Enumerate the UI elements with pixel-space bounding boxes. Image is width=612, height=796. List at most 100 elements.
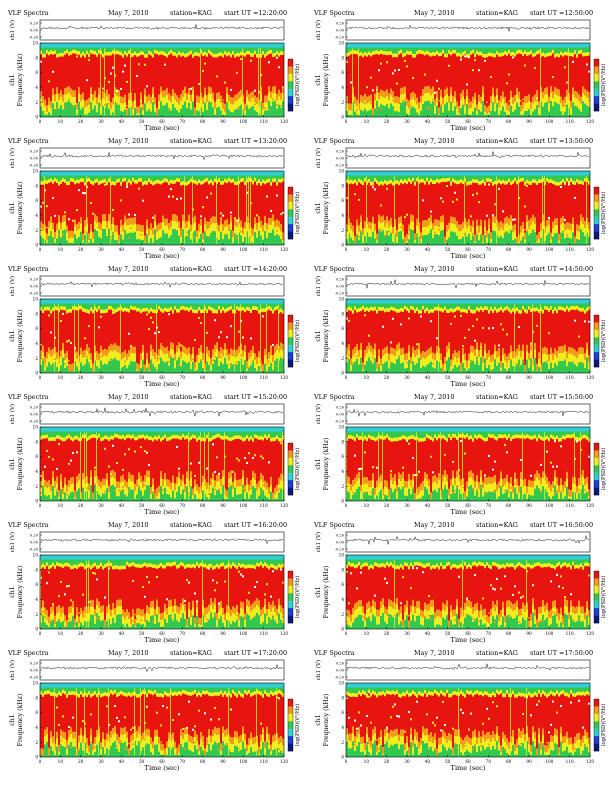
- x-tick-label: 80: [200, 759, 206, 764]
- x-tick-label: 20: [78, 503, 84, 508]
- x-tick-label: 20: [384, 247, 390, 252]
- waveform-tick-label: 0.00: [30, 541, 39, 545]
- y-tick-label: 6: [35, 710, 38, 715]
- x-axis-label: Time (sec): [451, 380, 486, 388]
- waveform-tick-label: 0.20: [336, 22, 345, 26]
- y-tick-label: 10: [33, 297, 39, 302]
- x-tick-label: 100: [545, 375, 553, 380]
- waveform-axis-label: ch1 (V): [315, 532, 322, 552]
- y-tick-label: 6: [35, 582, 38, 587]
- y-tick-label: 6: [341, 454, 344, 459]
- panel-date: May 7, 2010: [414, 265, 454, 273]
- x-tick-label: 70: [180, 503, 186, 508]
- colorbar-label: log(PSD)(V²/Hz): [294, 448, 301, 490]
- y-tick-label: 4: [341, 85, 344, 90]
- y-tick-label: 10: [33, 553, 39, 558]
- channel-label: ch1: [315, 74, 322, 85]
- x-tick-label: 30: [404, 247, 410, 252]
- waveform-tick-label: -0.20: [29, 420, 39, 424]
- x-tick-label: 80: [506, 759, 512, 764]
- y-tick-label: 4: [35, 597, 38, 602]
- spectrogram-cells: [40, 299, 284, 373]
- channel-label: ch1: [315, 330, 322, 341]
- x-tick-label: 100: [545, 247, 553, 252]
- x-tick-label: 30: [98, 247, 104, 252]
- y-tick-label: 6: [35, 326, 38, 331]
- x-tick-label: 10: [364, 247, 370, 252]
- waveform-tick-label: -0.20: [29, 164, 39, 168]
- x-tick-label: 70: [180, 375, 186, 380]
- x-tick-label: 90: [220, 503, 226, 508]
- x-tick-label: 30: [404, 631, 410, 636]
- waveform-tick-label: 0.20: [336, 150, 345, 154]
- colorbar: [594, 59, 599, 111]
- panel-start-time: start UT =17:20:00: [224, 649, 287, 657]
- y-tick-label: 2: [35, 356, 38, 361]
- waveform-axis-label: ch1 (V): [9, 404, 16, 424]
- waveform-axis-label: ch1 (V): [9, 148, 16, 168]
- panel-title: VLF Spectra: [7, 521, 49, 529]
- x-tick-label: 30: [404, 503, 410, 508]
- waveform-frame: [346, 20, 590, 40]
- y-tick-label: 2: [341, 356, 344, 361]
- x-axis-label: Time (sec): [145, 764, 180, 772]
- waveform-frame: [40, 148, 284, 168]
- waveform-tick-label: 0.20: [30, 534, 39, 538]
- panel-station: station=KAG: [476, 393, 518, 401]
- y-tick-label: 4: [35, 469, 38, 474]
- panel-start-time: start UT =15:20:00: [224, 393, 287, 401]
- x-tick-label: 110: [566, 375, 574, 380]
- x-tick-label: 10: [364, 503, 370, 508]
- y-tick-label: 6: [341, 710, 344, 715]
- x-tick-label: 0: [39, 503, 42, 508]
- x-tick-label: 0: [39, 759, 42, 764]
- x-tick-label: 100: [545, 631, 553, 636]
- y-axis-label: Frequency (kHz): [323, 438, 330, 491]
- waveform-tick-label: -0.20: [335, 420, 345, 424]
- x-tick-label: 70: [180, 247, 186, 252]
- panel-title: VLF Spectra: [7, 649, 49, 657]
- y-tick-label: 6: [35, 454, 38, 459]
- panel-station: station=KAG: [170, 265, 212, 273]
- x-tick-label: 40: [119, 247, 125, 252]
- x-tick-label: 70: [486, 631, 492, 636]
- colorbar-label: log(PSD)(V²/Hz): [600, 320, 607, 362]
- panel-title: VLF Spectra: [313, 521, 355, 529]
- y-tick-label: 2: [341, 100, 344, 105]
- waveform-frame: [346, 276, 590, 296]
- y-axis-label: Frequency (kHz): [17, 694, 24, 747]
- y-tick-label: 10: [33, 425, 39, 430]
- x-tick-label: 40: [119, 119, 125, 124]
- panel-start-time: start UT =13:20:00: [224, 137, 287, 145]
- x-tick-label: 120: [586, 759, 594, 764]
- panel-date: May 7, 2010: [414, 9, 454, 17]
- colorbar: [594, 443, 599, 495]
- waveform-frame: [40, 532, 284, 552]
- x-tick-label: 40: [425, 503, 431, 508]
- colorbar-label: log(PSD)(V²/Hz): [600, 448, 607, 490]
- panel-start-time: start UT =16:20:00: [224, 521, 287, 529]
- x-tick-label: 100: [239, 375, 247, 380]
- waveform-tick-label: -0.20: [335, 548, 345, 552]
- y-tick-label: 8: [341, 695, 344, 700]
- x-tick-label: 20: [384, 119, 390, 124]
- x-tick-label: 110: [566, 631, 574, 636]
- x-tick-label: 0: [345, 247, 348, 252]
- x-axis-label: Time (sec): [145, 508, 180, 516]
- x-tick-label: 10: [364, 631, 370, 636]
- waveform-tick-label: 0.00: [30, 29, 39, 33]
- panel-date: May 7, 2010: [108, 393, 148, 401]
- x-tick-label: 10: [58, 759, 64, 764]
- x-tick-label: 10: [364, 119, 370, 124]
- spectrogram-cells: [40, 43, 284, 117]
- colorbar: [288, 187, 293, 239]
- x-tick-label: 20: [384, 759, 390, 764]
- colorbar: [288, 699, 293, 751]
- x-tick-label: 120: [586, 503, 594, 508]
- panel-start-time: start UT =14:20:00: [224, 265, 287, 273]
